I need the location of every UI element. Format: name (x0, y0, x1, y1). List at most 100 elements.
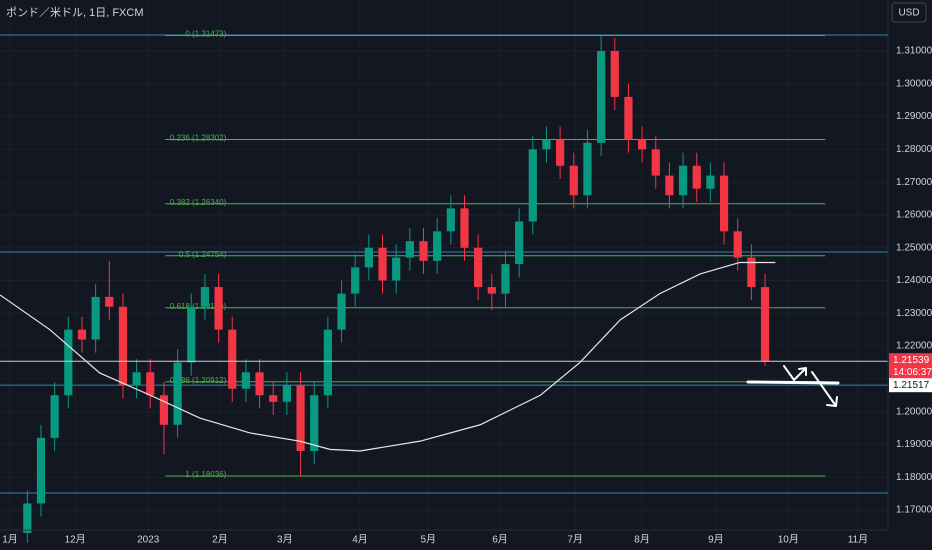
x-tick-label: 1月 (2, 534, 18, 546)
x-tick-label: 6月 (492, 534, 508, 546)
candle-body (77, 329, 87, 340)
overlay (0, 261, 888, 452)
candle-body (255, 372, 264, 396)
y-tick-label: 1.17000 (896, 505, 932, 516)
candle-body (173, 362, 182, 425)
candle-body (446, 208, 455, 232)
y-tick-label: 1.31000 (896, 46, 932, 57)
y-tick-label: 1.25000 (896, 242, 932, 253)
chart-title: ポンド／米ドル, 1日, FXCM (6, 6, 144, 19)
candle-body (760, 287, 770, 362)
candle-body (487, 287, 496, 294)
candle-body (665, 175, 674, 196)
candle-body (91, 296, 100, 340)
x-tick-label: 2023 (137, 535, 160, 546)
candle-body (351, 267, 360, 294)
fib-level-label: 0.786 (1.20912) (170, 376, 227, 385)
candle-body (310, 395, 319, 451)
candle-body (241, 372, 251, 389)
fib-level-label: 0.236 (1.28302) (170, 134, 227, 143)
x-tick-label: 9月 (708, 534, 724, 546)
candle-body (597, 51, 606, 143)
currency-button[interactable] (891, 2, 927, 23)
x-tick-label: 10月 (778, 534, 799, 546)
candle-body (542, 139, 551, 150)
candle-body (651, 149, 660, 176)
candles (23, 35, 770, 543)
candle-body (228, 329, 237, 389)
candle-body (36, 437, 46, 504)
hand-drawing (746, 365, 840, 407)
candle-body (474, 247, 483, 288)
x-tick-label: 8月 (634, 534, 650, 546)
candle-body (50, 395, 59, 438)
last-price-box (889, 353, 932, 380)
y-tick-label: 1.28000 (896, 144, 932, 155)
x-tick-label: 11月 (848, 534, 868, 546)
x-tick-label: 4月 (352, 534, 368, 546)
candle-body (392, 257, 401, 281)
candle-body (501, 264, 510, 294)
candle-body (405, 241, 414, 258)
candle-body (583, 142, 592, 196)
x-tick-label: 12月 (65, 534, 86, 546)
candle-body (282, 385, 291, 402)
candle-body (556, 139, 565, 166)
candle-body (733, 231, 742, 258)
y-tick-label: 1.20000 (896, 406, 932, 417)
candle-body (132, 372, 141, 386)
candle-body (610, 51, 619, 97)
fib-level-label: 0.382 (1.26340) (170, 198, 227, 207)
countdown-label: 14:06:37 (893, 367, 932, 378)
candle-body (269, 395, 278, 402)
candle-body (747, 257, 756, 288)
y-tick-label: 1.18000 (896, 472, 932, 483)
candle-body (200, 287, 210, 307)
x-tick-label: 3月 (277, 534, 293, 546)
candle-body (433, 231, 442, 261)
candle-body (337, 293, 346, 330)
candle-body (364, 247, 373, 268)
grid (0, 0, 888, 530)
candle-body (528, 149, 537, 222)
last-price-label: 1.21539 (893, 355, 930, 366)
candle-body (678, 165, 688, 196)
candle-body (214, 287, 223, 330)
candle-body (23, 503, 32, 533)
candle-body (515, 221, 524, 265)
candle-body (419, 241, 428, 261)
candle-body (378, 247, 387, 281)
y-tick-label: 1.29000 (896, 111, 932, 122)
candle-body (118, 306, 128, 386)
secondary-price-label: 1.21517 (893, 380, 930, 391)
y-tick-label: 1.30000 (896, 78, 932, 89)
drawn-down-arrow (811, 371, 838, 407)
fib-level-label: 1 (1.18036) (185, 470, 226, 479)
y-tick-label: 1.24000 (896, 275, 932, 286)
fib-level-label: 0.5 (1.24754) (179, 250, 227, 259)
candle-body (706, 175, 715, 189)
y-tick-label: 1.19000 (896, 439, 932, 450)
candle-body (624, 96, 633, 140)
candle-body (460, 208, 469, 248)
candle-body (159, 395, 169, 425)
currency-label[interactable]: USD (898, 8, 919, 19)
y-tick-label: 1.26000 (896, 210, 932, 221)
axes: 1.170001.180001.190001.200001.210001.220… (2, 46, 932, 546)
y-tick-label: 1.22000 (896, 341, 932, 352)
candle-body (719, 175, 729, 232)
secondary-price-box (889, 378, 932, 393)
candle-body (296, 385, 305, 451)
drawn-up-arrow (783, 365, 807, 381)
x-tick-label: 7月 (567, 534, 583, 546)
y-tick-label: 1.27000 (896, 177, 932, 188)
candle-body (323, 329, 332, 396)
fib-level-label: 0 (1.31473) (185, 30, 226, 39)
candle-body (105, 296, 114, 307)
y-tick-label: 1.23000 (896, 308, 932, 319)
x-tick-label: 2月 (212, 534, 228, 546)
candle-body (637, 139, 647, 150)
candle-body (64, 329, 73, 396)
